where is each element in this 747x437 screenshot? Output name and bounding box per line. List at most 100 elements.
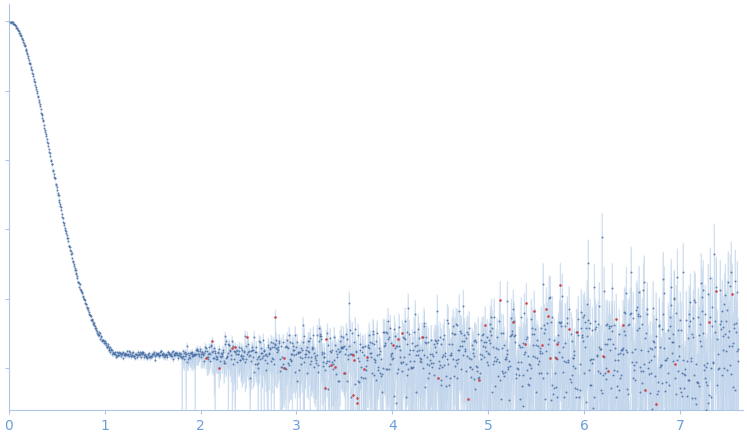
Point	[503, 358, 515, 365]
Point	[63, 243, 75, 250]
Point	[465, 373, 477, 380]
Point	[590, 411, 602, 418]
Point	[28, 76, 40, 83]
Point	[356, 348, 368, 355]
Point	[127, 352, 139, 359]
Point	[618, 328, 630, 335]
Point	[515, 314, 527, 321]
Point	[285, 351, 297, 358]
Point	[158, 350, 170, 357]
Point	[497, 370, 509, 377]
Point	[521, 367, 533, 374]
Point	[432, 337, 444, 344]
Point	[687, 334, 699, 341]
Point	[226, 355, 238, 362]
Point	[637, 368, 649, 375]
Point	[116, 350, 128, 357]
Point	[128, 353, 140, 360]
Point	[703, 392, 715, 399]
Point	[573, 413, 585, 420]
Point	[728, 320, 740, 327]
Point	[606, 327, 618, 334]
Point	[285, 357, 297, 364]
Point	[258, 352, 270, 359]
Point	[404, 347, 416, 354]
Point	[574, 394, 586, 401]
Point	[508, 318, 520, 325]
Point	[658, 289, 670, 296]
Point	[477, 352, 489, 359]
Point	[459, 347, 471, 354]
Point	[498, 372, 510, 379]
Point	[417, 334, 429, 341]
Point	[202, 355, 214, 362]
Point	[13, 28, 25, 35]
Point	[443, 341, 455, 348]
Point	[109, 349, 121, 356]
Point	[206, 349, 218, 356]
Point	[613, 375, 625, 382]
Point	[564, 375, 576, 382]
Point	[188, 351, 200, 358]
Point	[216, 350, 228, 357]
Point	[491, 333, 503, 340]
Point	[225, 351, 237, 358]
Point	[592, 352, 604, 359]
Point	[27, 71, 39, 78]
Point	[205, 351, 217, 358]
Point	[665, 302, 677, 309]
Point	[78, 295, 90, 302]
Point	[261, 360, 273, 367]
Point	[244, 352, 255, 359]
Point	[117, 354, 129, 361]
Point	[249, 348, 261, 355]
Point	[321, 330, 333, 337]
Point	[568, 362, 580, 369]
Point	[712, 351, 724, 358]
Point	[378, 329, 390, 336]
Point	[241, 334, 253, 341]
Point	[10, 24, 22, 31]
Point	[351, 400, 363, 407]
Point	[366, 369, 378, 376]
Point	[307, 345, 319, 352]
Point	[627, 361, 639, 368]
Point	[289, 331, 301, 338]
Point	[471, 368, 483, 375]
Point	[388, 326, 400, 333]
Point	[514, 396, 526, 403]
Point	[221, 354, 233, 361]
Point	[530, 342, 542, 349]
Point	[152, 350, 164, 357]
Point	[370, 356, 382, 363]
Point	[679, 366, 691, 373]
Point	[532, 342, 544, 349]
Point	[612, 357, 624, 364]
Point	[383, 334, 395, 341]
Point	[689, 296, 701, 303]
Point	[598, 340, 610, 347]
Point	[152, 350, 164, 357]
Point	[315, 335, 327, 342]
Point	[183, 354, 195, 361]
Point	[253, 338, 265, 345]
Point	[120, 352, 131, 359]
Point	[527, 341, 539, 348]
Point	[36, 111, 48, 118]
Point	[245, 347, 257, 354]
Point	[600, 375, 612, 382]
Point	[595, 234, 607, 241]
Point	[74, 281, 86, 288]
Point	[179, 355, 190, 362]
Point	[48, 173, 60, 180]
Point	[161, 354, 173, 361]
Point	[152, 351, 164, 358]
Point	[543, 336, 555, 343]
Point	[678, 385, 690, 392]
Point	[421, 354, 433, 361]
Point	[480, 348, 492, 355]
Point	[364, 350, 376, 357]
Point	[579, 318, 591, 325]
Point	[407, 363, 419, 370]
Point	[713, 364, 725, 371]
